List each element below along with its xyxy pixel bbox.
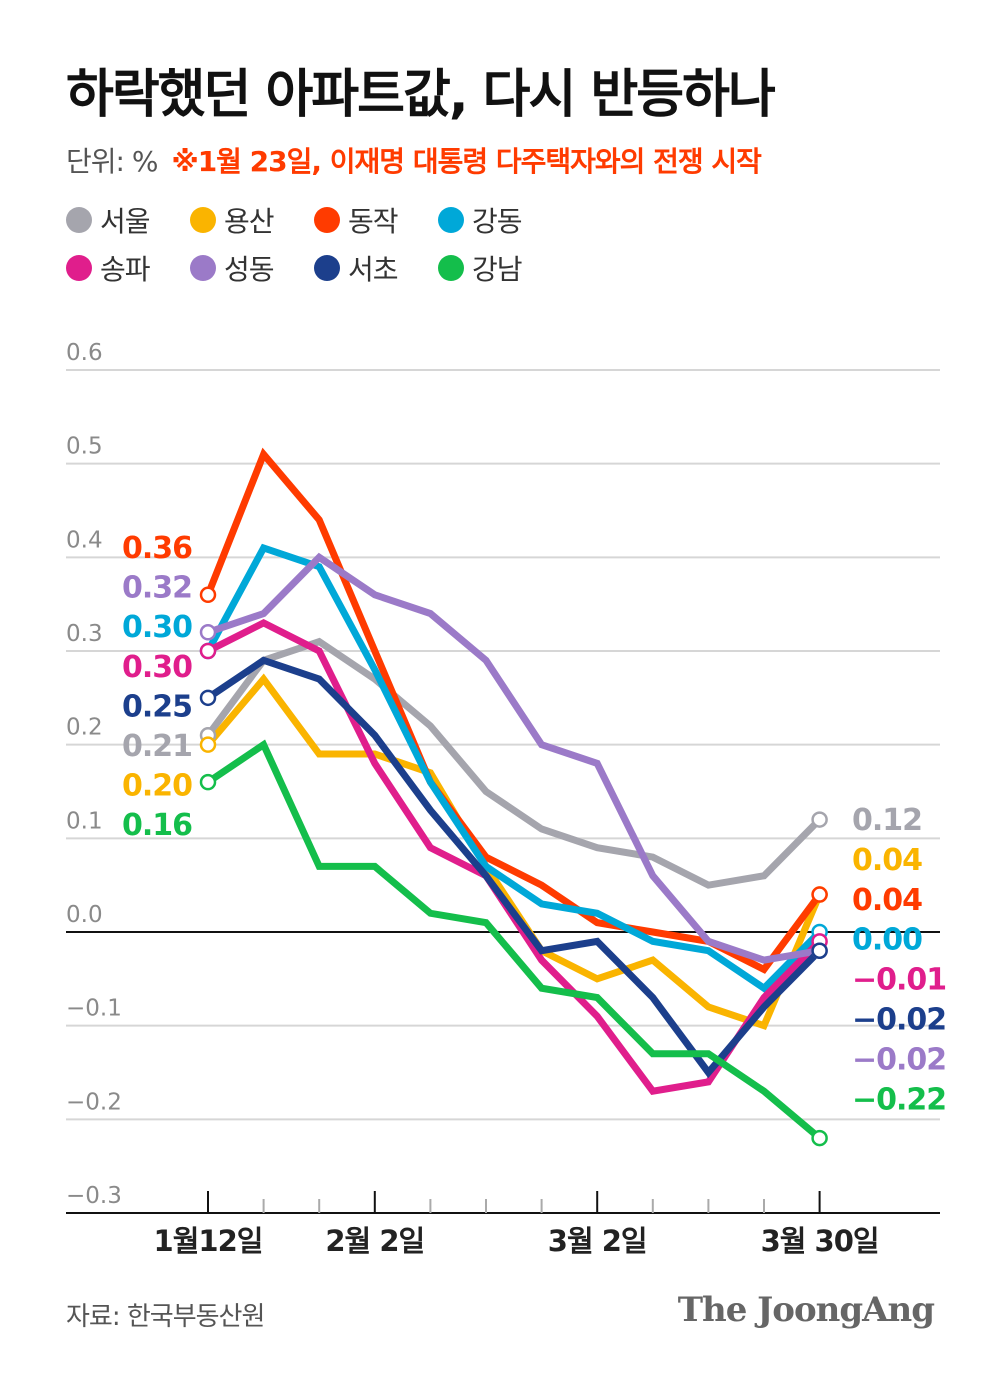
legend-swatch: [190, 255, 216, 281]
endpoint-marker: [811, 1129, 828, 1147]
endpoint-marker: [199, 624, 217, 641]
legend-item-yongsan: 용산: [190, 200, 314, 240]
brand-logo: The JoongAng: [677, 1290, 935, 1330]
subtitle-line: 단위: % ※1월 23일, 이재명 대통령 다주택자와의 전쟁 시작: [66, 140, 762, 180]
chart-title: 하락했던 아파트값, 다시 반등하나: [66, 65, 776, 125]
legend-item-seoul: 서울: [66, 200, 190, 240]
legend-label: 강남: [472, 253, 523, 286]
legend-label: 송파: [100, 253, 151, 286]
end-value-label: 0.04: [852, 883, 922, 918]
end-value-label: −0.02: [852, 1042, 946, 1077]
endpoint-marker: [811, 886, 828, 903]
legend-item-songpa: 송파: [66, 248, 190, 288]
end-value-label: −0.22: [852, 1082, 946, 1117]
start-value-label: 0.36: [122, 531, 192, 566]
x-tick-label: 3월 30일: [761, 1224, 879, 1258]
source-label: 자료: 한국부동산원: [66, 1302, 265, 1332]
legend-row: 서울 용산 동작 강동: [66, 196, 626, 244]
x-tick-label: 1월12일: [154, 1224, 263, 1258]
legend-label: 성동: [224, 253, 275, 286]
end-value-label: 0.00: [852, 923, 922, 958]
legend-item-gangdong: 강동: [438, 200, 562, 240]
endpoint-marker: [199, 586, 217, 604]
endpoint-marker: [199, 736, 217, 753]
endpoint-marker: [811, 942, 828, 959]
x-tick-label: 2월 2일: [325, 1224, 424, 1258]
unit-label: 단위: %: [66, 145, 158, 178]
start-value-label: 0.21: [122, 729, 192, 764]
endpoint-marker: [811, 811, 828, 828]
legend-item-seocho: 서초: [314, 248, 438, 288]
endpoint-marker: [199, 642, 217, 660]
x-tick-label: 3월 2일: [548, 1224, 647, 1258]
legend-swatch: [190, 207, 216, 233]
y-tick-label: 0.5: [66, 434, 103, 460]
series-line: [206, 618, 823, 1096]
y-tick-label: 0.6: [66, 340, 103, 366]
legend-label: 용산: [224, 205, 275, 238]
legend-label: 서초: [348, 253, 399, 286]
legend-swatch: [66, 255, 92, 281]
y-tick-label: 0.1: [66, 808, 103, 834]
legend-swatch: [314, 255, 340, 281]
start-value-label: 0.16: [122, 808, 192, 843]
y-tick-label: −0.2: [66, 1089, 122, 1115]
legend-label: 서울: [100, 205, 151, 238]
start-value-label: 0.25: [122, 689, 192, 724]
legend: 서울 용산 동작 강동 송파 성동 서초 강남: [66, 196, 626, 292]
endpoint-marker: [199, 689, 217, 707]
start-value-label: 0.20: [122, 769, 192, 804]
legend-swatch: [438, 207, 464, 233]
start-value-label: 0.30: [122, 650, 192, 685]
series-line: [205, 673, 823, 1031]
legend-item-seongdong: 성동: [190, 248, 314, 288]
legend-row: 송파 성동 서초 강남: [66, 244, 626, 292]
end-value-label: 0.12: [852, 803, 922, 838]
series-line: [205, 637, 823, 889]
end-value-label: −0.02: [852, 1003, 946, 1038]
start-value-label: 0.32: [122, 571, 192, 606]
legend-swatch: [438, 255, 464, 281]
endpoint-marker: [199, 773, 217, 791]
start-value-label: 0.30: [122, 610, 192, 645]
legend-item-dongjak: 동작: [314, 200, 438, 240]
y-tick-label: −0.3: [66, 1183, 122, 1209]
series-line: [206, 739, 822, 1141]
legend-item-gangnam: 강남: [438, 248, 562, 288]
end-value-label: 0.04: [852, 843, 922, 878]
legend-label: 동작: [348, 205, 399, 238]
y-tick-label: 0.3: [66, 621, 103, 647]
y-tick-label: 0.4: [66, 527, 103, 553]
legend-label: 강동: [472, 205, 523, 238]
end-value-label: −0.01: [852, 963, 946, 998]
note-label: ※1월 23일, 이재명 대통령 다주택자와의 전쟁 시작: [171, 145, 761, 178]
y-tick-label: −0.1: [66, 996, 122, 1022]
y-tick-label: 0.2: [66, 715, 103, 741]
y-tick-label: 0.0: [66, 902, 103, 928]
series-line: [206, 552, 821, 964]
legend-swatch: [66, 207, 92, 233]
legend-swatch: [314, 207, 340, 233]
series-line: [204, 447, 823, 974]
